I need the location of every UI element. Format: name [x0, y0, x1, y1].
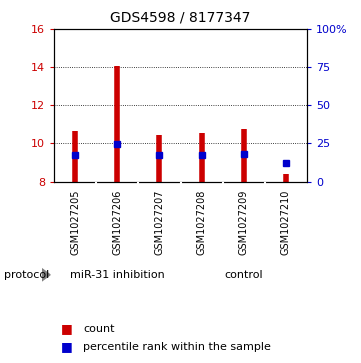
Text: GSM1027208: GSM1027208 [196, 189, 206, 255]
Text: GSM1027206: GSM1027206 [112, 189, 122, 255]
Text: GSM1027209: GSM1027209 [239, 189, 249, 255]
Text: miR-31 inhibition: miR-31 inhibition [70, 270, 165, 280]
Text: GSM1027210: GSM1027210 [281, 189, 291, 255]
Text: ■: ■ [61, 340, 73, 353]
Text: count: count [83, 323, 114, 334]
Text: GSM1027207: GSM1027207 [155, 189, 165, 255]
Text: percentile rank within the sample: percentile rank within the sample [83, 342, 271, 352]
Text: GSM1027205: GSM1027205 [70, 189, 80, 255]
Text: ■: ■ [61, 322, 73, 335]
Text: protocol: protocol [4, 270, 49, 280]
Text: control: control [225, 270, 263, 280]
Text: GDS4598 / 8177347: GDS4598 / 8177347 [110, 11, 251, 25]
Polygon shape [42, 269, 50, 281]
